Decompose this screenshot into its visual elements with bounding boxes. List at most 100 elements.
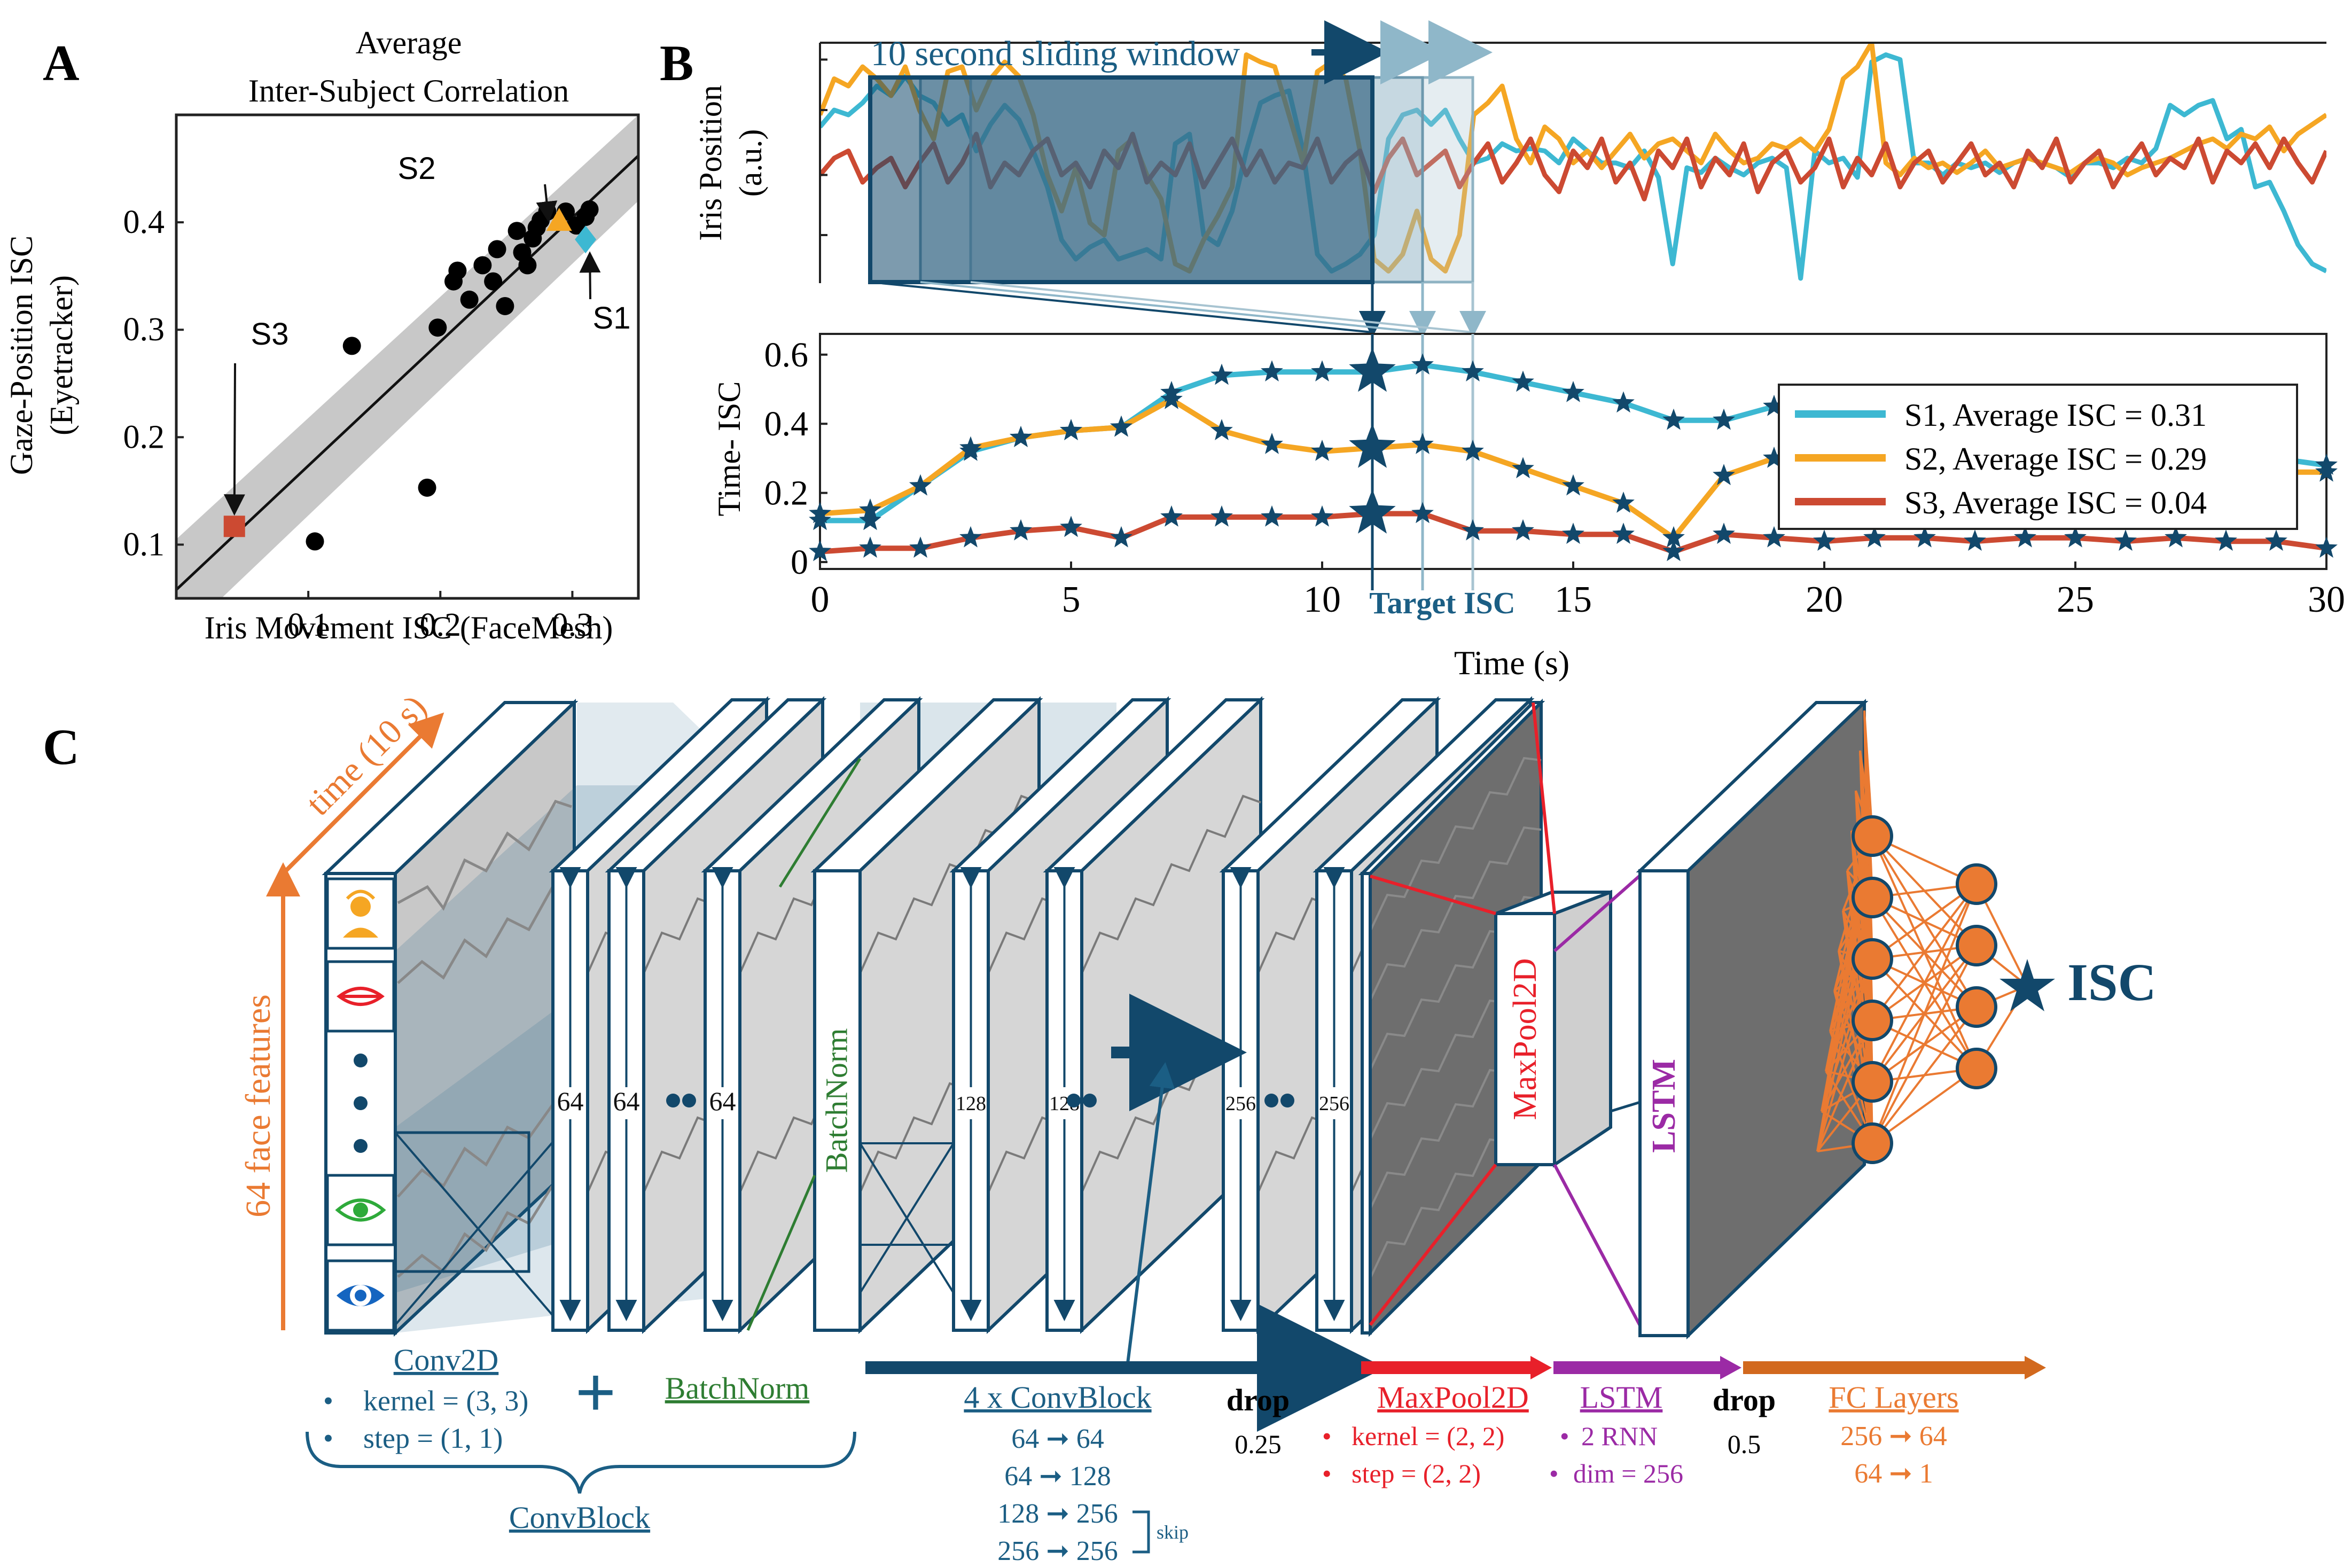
- iris-ylabel-line1: Iris Position: [693, 85, 728, 241]
- lstm-label: LSTM: [1646, 1059, 1682, 1153]
- maxpool-step-bullet: •: [1322, 1458, 1332, 1488]
- scatter-xlabel: Iris Movement ISC (FaceMesh): [205, 610, 613, 645]
- isc-star-s3: [1210, 505, 1233, 527]
- isc-star-s3: [1813, 529, 1836, 551]
- isc-star-s3: [1311, 505, 1333, 527]
- fc-edge: [1816, 897, 1873, 1152]
- stage-arrowhead-lstm: [1720, 1356, 1741, 1379]
- isc-star-s2: [1349, 423, 1396, 468]
- fc-neuron: [1852, 1122, 1893, 1164]
- ellipsis-dot-3: [354, 1139, 368, 1153]
- fc-edge: [1871, 945, 1978, 1144]
- highlight-point-s2: [546, 208, 572, 231]
- isc-star-s3: [1964, 529, 1986, 551]
- isc-star-s3: [1662, 540, 1685, 561]
- scatter-point: [488, 240, 506, 259]
- isc-ytick-label: 0.6: [764, 336, 809, 375]
- output-star-icon: [1999, 959, 2055, 1011]
- convblocks-row-1: 64 ➞ 64: [1011, 1424, 1104, 1454]
- scatter-point: [473, 256, 492, 275]
- conv2d-step-bullet: •: [323, 1422, 333, 1454]
- fc-network: [1816, 710, 2028, 1164]
- lstm-block: LSTM: [1636, 698, 1869, 1340]
- eye-blue-icon: [337, 1285, 385, 1306]
- pool-link-1: [1370, 875, 1496, 915]
- fc-edge: [1871, 1006, 1978, 1144]
- isc-star-s3: [2165, 526, 2187, 548]
- batchnorm-caption: BatchNorm: [665, 1371, 810, 1406]
- scatter-ylabel: Gaze-Position ISC (Eyetracker): [4, 236, 79, 475]
- isc-xtick-label: 0: [811, 579, 830, 620]
- highlight-label-s3: S3: [251, 317, 289, 352]
- layer-size-label: 64: [557, 1086, 584, 1116]
- isc-star-s3: [1349, 489, 1396, 534]
- isc-ytick-label: 0.2: [764, 474, 809, 513]
- layer-size-label: 64: [613, 1086, 640, 1116]
- layer-wave: [1369, 756, 1542, 932]
- time-axis-arrow: [279, 712, 444, 878]
- layer-wave: [1081, 794, 1261, 974]
- highlight-label-s2: S2: [398, 151, 436, 186]
- isc-star-s1: [1562, 381, 1584, 402]
- isc-star-s3: [809, 540, 831, 561]
- scatter-point: [342, 337, 361, 355]
- isc-star-s1: [809, 509, 831, 531]
- scatter-clip-group: [176, 115, 638, 598]
- scatter-axes-frame: [175, 113, 640, 600]
- isc-star-s3: [2114, 529, 2137, 551]
- iris-ylabel: Iris Position (a.u.): [693, 85, 768, 241]
- ellipsis-dot-2: [354, 1096, 368, 1110]
- isc-star-s1: [1512, 370, 1534, 392]
- lstm-link-2: [1553, 1164, 1647, 1337]
- convblocks-row-4: 256 ➞ 256: [997, 1536, 1118, 1566]
- legend-s2-label: S2, Average ISC = 0.29: [1904, 441, 2207, 477]
- conv2d-kernel-bullet: •: [323, 1385, 333, 1417]
- isc-star-s3: [1562, 522, 1584, 544]
- feature-wave-4: [397, 1179, 573, 1278]
- isc-star-s2: [1462, 440, 1484, 461]
- maxpool-label: MaxPool2D: [1507, 958, 1543, 1120]
- legend-s1-label: S1, Average ISC = 0.31: [1904, 397, 2207, 433]
- isc-star-s2: [1311, 440, 1333, 461]
- convblocks-row-3: 128 ➞ 256: [997, 1499, 1118, 1529]
- drop2-value: 0.5: [1728, 1429, 1761, 1459]
- lstm-dim-bullet: •: [1549, 1458, 1559, 1488]
- isc-star-s3: [1863, 526, 1886, 548]
- scatter-point: [448, 261, 467, 280]
- layer-size-label: 64: [709, 1086, 736, 1116]
- layer-label-bg: [957, 1087, 985, 1119]
- fc-edge: [1871, 883, 1978, 960]
- scatter-point: [484, 272, 503, 291]
- fc-edge: [1816, 1020, 1873, 1152]
- scatter-point: [306, 532, 324, 551]
- isc-star-s3: [959, 526, 982, 548]
- isc-star-s2: [1210, 419, 1233, 440]
- scatter-ytick-label: 0.4: [123, 204, 165, 240]
- feature-icons: [326, 877, 395, 1332]
- scatter-xtick-label: 0.2: [420, 607, 462, 643]
- isc-star-s1: [1462, 360, 1484, 381]
- isc-star-s3: [1060, 516, 1082, 537]
- isc-star-s3: [1261, 505, 1283, 527]
- convblock-brace: [306, 1431, 856, 1494]
- scatter-point: [428, 318, 447, 337]
- layer-label-bg: [556, 1087, 584, 1119]
- isc-xtick-label: 20: [1806, 579, 1843, 620]
- layer-label-bg: [708, 1087, 737, 1119]
- window-connector: [870, 281, 1373, 333]
- isc-star-s3: [1763, 526, 1785, 548]
- window-connector: [920, 281, 1423, 333]
- kernel-diag-2: [394, 1132, 562, 1326]
- scatter-point: [580, 200, 599, 219]
- isc-star-s1: [859, 509, 881, 531]
- scatter-ytick-label: 0.1: [123, 526, 165, 563]
- highlight-label-s1: S1: [593, 301, 631, 336]
- convblocks-row-2: 64 ➞ 128: [1004, 1461, 1111, 1492]
- highlight-point-s3: [223, 516, 245, 537]
- isc-star-s1: [1662, 408, 1685, 430]
- isc-star-s3: [2064, 526, 2087, 548]
- fc-row-1: 256 ➞ 64: [1840, 1421, 1947, 1452]
- panel-label-c: C: [43, 719, 80, 775]
- conv-kernel-box: [394, 1131, 530, 1273]
